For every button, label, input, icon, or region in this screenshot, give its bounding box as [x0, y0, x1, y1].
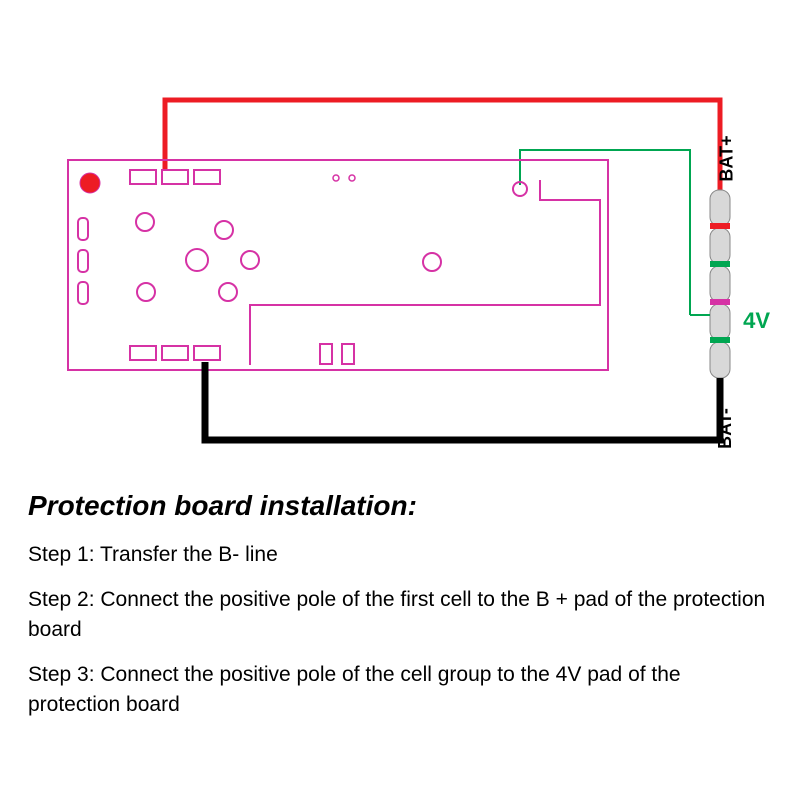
hole-3: [137, 283, 155, 301]
led-indicator: [80, 173, 100, 193]
wiring-diagram: [0, 0, 800, 480]
board-inner-trace: [250, 180, 600, 365]
wire-red: [165, 100, 720, 190]
slot-bottom-2: [342, 344, 354, 364]
slot-bottom-1: [320, 344, 332, 364]
hole-4: [215, 221, 233, 239]
hole-2: [186, 249, 208, 271]
label-bat-plus: BAT+: [716, 135, 737, 181]
pad-bottom-1: [130, 346, 156, 360]
hole-1: [136, 213, 154, 231]
pad-bottom-3: [194, 346, 220, 360]
slot-left-3: [78, 282, 88, 304]
label-4v: 4V: [743, 308, 770, 334]
wire-black: [205, 362, 720, 440]
hole-7: [423, 253, 441, 271]
step-1: Step 1: Transfer the B- line: [28, 540, 772, 569]
pad-top-1: [130, 170, 156, 184]
instructions-title: Protection board installation:: [28, 490, 772, 522]
step-3: Step 3: Connect the positive pole of the…: [28, 660, 772, 719]
small-pad-1: [333, 175, 339, 181]
step-2: Step 2: Connect the positive pole of the…: [28, 585, 772, 644]
diagram-container: BAT+ BAT- 4V: [0, 0, 800, 480]
slot-left-1: [78, 218, 88, 240]
instructions: Protection board installation: Step 1: T…: [0, 490, 800, 719]
label-bat-minus: BAT-: [715, 408, 736, 449]
small-pad-2: [349, 175, 355, 181]
pad-top-2: [162, 170, 188, 184]
wire-green: [520, 150, 690, 315]
hole-5: [219, 283, 237, 301]
battery-pack: [690, 190, 730, 378]
slot-left-2: [78, 250, 88, 272]
pad-top-3: [194, 170, 220, 184]
pad-bottom-2: [162, 346, 188, 360]
hole-6: [241, 251, 259, 269]
